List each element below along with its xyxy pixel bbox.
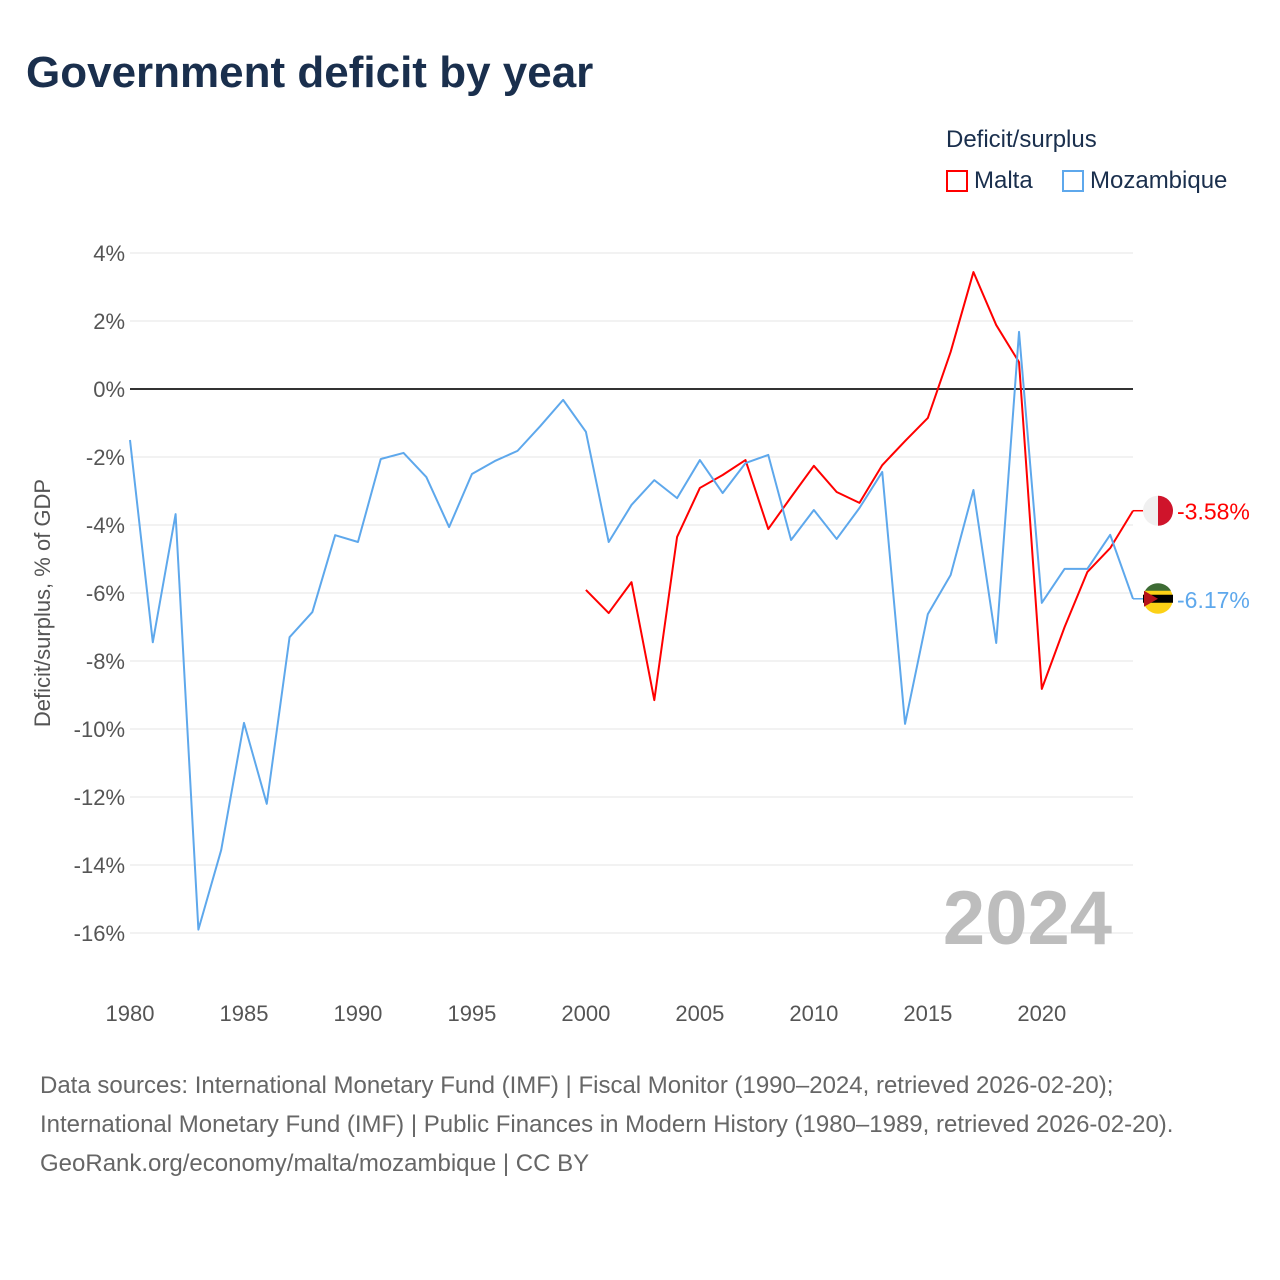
legend-item-malta[interactable]: Malta xyxy=(946,167,1033,195)
y-tick-label: -8% xyxy=(86,649,125,674)
data-sources: Data sources: International Monetary Fun… xyxy=(40,1072,1174,1138)
end-value-label: -3.58% xyxy=(1177,499,1250,525)
series-line-malta xyxy=(585,271,1134,702)
y-tick-label: -16% xyxy=(74,921,125,946)
y-tick-label: -4% xyxy=(86,513,125,538)
x-tick-label: 1980 xyxy=(106,1001,155,1026)
y-tick-label: -6% xyxy=(86,581,125,606)
legend-label: Mozambique xyxy=(1090,167,1228,194)
x-tick-label: 2020 xyxy=(1017,1001,1066,1026)
x-tick-label: 2005 xyxy=(675,1001,724,1026)
legend-swatch-malta xyxy=(946,170,968,192)
series-line-mozambique xyxy=(129,330,1134,931)
x-tick-label: 2000 xyxy=(561,1001,610,1026)
y-tick-label: -10% xyxy=(74,717,125,742)
end-value-label: -6.17% xyxy=(1177,587,1250,613)
legend-title: Deficit/surplus xyxy=(946,126,1097,153)
credit-link[interactable]: GeoRank.org/economy/malta/mozambique | C… xyxy=(40,1150,590,1177)
year-watermark: 2024 xyxy=(943,876,1112,961)
mozambique-flag-icon xyxy=(1145,583,1171,591)
footer: Data sources: International Monetary Fun… xyxy=(40,1066,1240,1183)
y-tick-label: 0% xyxy=(93,377,125,402)
line-chart: 4% 2% 0% -2% -4% -6% -8% -10% -12% -14% -16% 1980 19… xyxy=(30,241,1250,1026)
y-tick-label: 2% xyxy=(93,309,125,334)
y-tick-label: -12% xyxy=(74,785,125,810)
x-tick-label: 1985 xyxy=(220,1001,269,1026)
x-tick-label: 1995 xyxy=(447,1001,496,1026)
page-title: Government deficit by year xyxy=(26,48,594,97)
x-tick-label: 2010 xyxy=(789,1001,838,1026)
y-tick-label: -2% xyxy=(86,445,125,470)
y-tick-label: -14% xyxy=(74,853,125,878)
mozambique-flag-icon xyxy=(1144,590,1158,607)
malta-flag-icon xyxy=(1158,495,1174,526)
x-tick-label: 1990 xyxy=(333,1001,382,1026)
x-tick-label: 2015 xyxy=(903,1001,952,1026)
legend-label: Malta xyxy=(974,167,1033,194)
y-tick-label: 4% xyxy=(93,241,125,266)
legend-item-mozambique[interactable]: Mozambique xyxy=(1062,167,1227,195)
y-axis-label: Deficit/surplus, % of GDP xyxy=(30,479,55,727)
legend-swatch-mozambique xyxy=(1062,170,1084,192)
